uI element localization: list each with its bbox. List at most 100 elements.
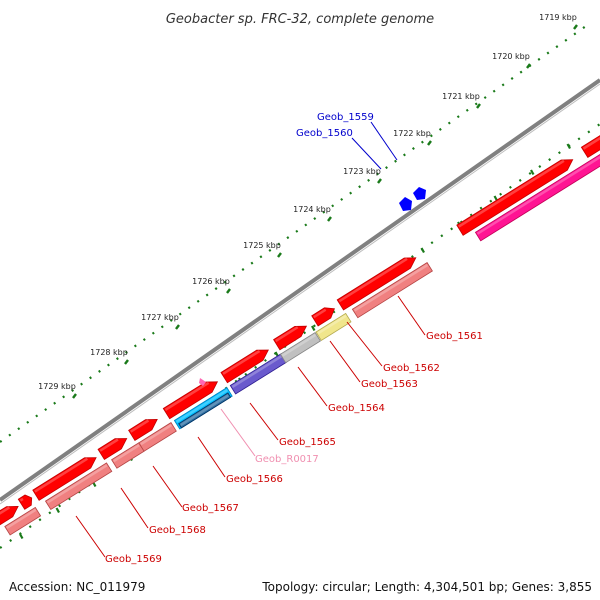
gene-label-leader (197, 436, 226, 478)
cds-arrow-outer-highlight (99, 438, 119, 452)
accession-text: Accession: NC_011979 (9, 580, 146, 594)
kbp-tick-mark (175, 324, 180, 330)
kbp-tick-mark (427, 140, 432, 146)
gene-label: Geob_1565 (279, 437, 336, 448)
cog-block-inner-highlight (317, 314, 347, 335)
cds-arrow-outer (336, 257, 417, 311)
cds-arrow-outer-highlight (164, 381, 210, 411)
gene-label-leader (370, 121, 398, 161)
cog-block-teal-highlight (180, 394, 229, 427)
cog-block-inner-highlight (46, 464, 108, 504)
kbp-tick-label: 1719 kbp (539, 13, 577, 22)
minor-tick-mark (311, 325, 316, 332)
cds-arrow-outer-highlight (458, 159, 565, 228)
gene-label: Geob_1562 (383, 363, 440, 374)
gene-label: Geob_1564 (328, 403, 385, 414)
cog-block-inner-highlight (175, 389, 228, 423)
kbp-tick-label: 1727 kbp (141, 313, 179, 322)
cds-arrow-outer (97, 438, 128, 461)
kbp-tick-mark (327, 216, 332, 222)
kbp-tick-label: 1723 kbp (343, 167, 381, 176)
cog-block-inner-highlight (6, 508, 37, 529)
feature-layer (0, 135, 600, 536)
genome-backbone-shadow (0, 83, 600, 505)
cds-arrow-outer-highlight (275, 326, 299, 343)
cog-block-inner-highlight (231, 355, 283, 388)
gene-label: Geob_1569 (105, 554, 162, 565)
gene-label: Geob_R0017 (255, 454, 319, 465)
gene-label-leader (152, 465, 183, 508)
rna-marker (199, 378, 206, 386)
gene-label-leader (75, 515, 106, 558)
cds-arrow-outer (17, 494, 33, 510)
cds-arrow-outer (273, 325, 308, 351)
cds-arrow-outer-highlight (313, 308, 327, 319)
cog-block-inner-highlight (113, 444, 140, 463)
gene-label-leader (120, 487, 149, 529)
kbp-tick-mark (124, 359, 129, 365)
cds-arrow-outer (162, 381, 219, 420)
kbp-tick-label: 1721 kbp (442, 92, 480, 101)
cds-arrow-outer-highlight (19, 497, 24, 502)
minor-tick-mark (530, 169, 535, 176)
cog-block-inner (315, 312, 352, 342)
cog-block-inner-highlight (281, 333, 317, 357)
cog-block-inner (351, 262, 433, 319)
kbp-tick-label: 1722 kbp (393, 129, 431, 138)
kbp-tick-mark (226, 288, 231, 294)
cog-block-inner (138, 422, 177, 452)
cog-block-inner (4, 506, 42, 536)
gene-label: Geob_1561 (426, 331, 483, 342)
cds-arrow-outer (220, 349, 269, 384)
cds-arrow-outer-highlight (582, 136, 600, 150)
label-layer: Geob_1559 Geob_1560 Geob_1561 Geob_1562 Geob… (75, 112, 483, 565)
cog-block-inner (474, 153, 600, 242)
gene-label: Geob_1567 (182, 503, 239, 514)
kbp-tick-label: 1726 kbp (192, 277, 230, 286)
kbp-tick-mark (277, 252, 282, 258)
gene-label-leader (346, 321, 383, 367)
backbone-layer (0, 78, 600, 505)
cog-block-inner (279, 331, 321, 364)
kbp-tick-mark (72, 393, 77, 399)
gene-label-leader (220, 408, 256, 457)
cog-block-inner-highlight (140, 424, 172, 446)
kbp-tick-mark (476, 103, 481, 109)
cds-arrow-outer (311, 307, 335, 327)
cog-block-teal (178, 392, 232, 429)
kbp-tick-label: 1725 kbp (243, 241, 281, 250)
cds-arrow-outer (580, 135, 600, 158)
cog-block-inner-highlight (353, 263, 429, 312)
cog-block-inner-highlight (476, 155, 600, 235)
kbp-tick-label: 1720 kbp (492, 52, 530, 61)
small-cds-geob-1560 (399, 197, 412, 211)
gene-label-leader (351, 137, 382, 170)
minor-tick-mark (55, 507, 60, 514)
genome-stats-text: Topology: circular; Length: 4,304,501 bp… (262, 580, 592, 594)
cds-arrow-outer-highlight (34, 457, 88, 493)
genome-backbone (0, 78, 600, 502)
cds-arrow-outer-highlight (222, 350, 261, 375)
cds-arrow-outer (456, 159, 574, 236)
gene-label-leader (249, 402, 279, 441)
kbp-tick-label: 1728 kbp (90, 348, 128, 357)
cds-arrow-outer (0, 505, 19, 526)
gene-label-leader (297, 366, 328, 407)
minor-tick-mark (566, 143, 571, 150)
inner-dotted-line (0, 123, 600, 549)
kbp-tick-mark (526, 63, 531, 69)
gene-label-leader (329, 340, 361, 383)
gene-label: Geob_1559 (317, 112, 374, 123)
kbp-tick-mark (573, 24, 578, 30)
gene-label: Geob_1563 (361, 379, 418, 390)
cds-arrow-outer (128, 418, 158, 441)
cds-arrow-outer (32, 457, 97, 501)
cds-arrow-outer-highlight (130, 419, 150, 433)
gene-label-leader (397, 295, 426, 336)
kbp-tick-label: 1724 kbp (293, 205, 331, 214)
map-title: Geobacter sp. FRC-32, complete genome (166, 12, 434, 27)
kbp-tick-mark (377, 178, 382, 184)
gene-label: Geob_1566 (226, 474, 283, 485)
